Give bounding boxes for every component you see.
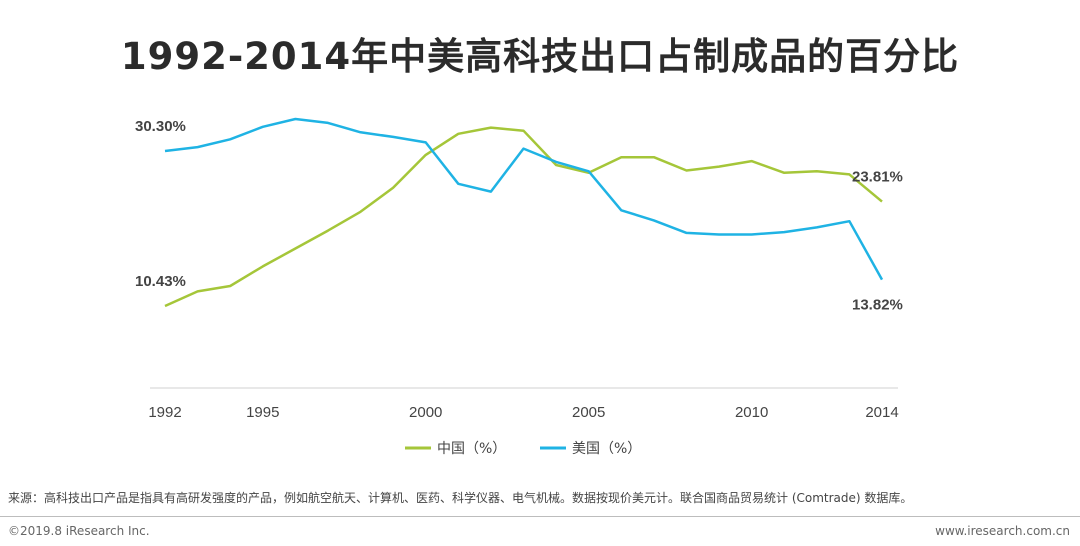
x-tick-label: 2005 xyxy=(572,404,605,421)
copyright-text: ©2019.8 iResearch Inc. xyxy=(8,524,150,538)
series-line-0 xyxy=(164,126,883,308)
footer-divider xyxy=(0,516,1080,517)
source-note: 来源：高科技出口产品是指具有高研发强度的产品，例如航空航天、计算机、医药、科学仪… xyxy=(8,491,913,505)
chart-title: 1992-2014年中美高科技出口占制成品的百分比 xyxy=(120,35,960,78)
x-tick-label: 1995 xyxy=(246,404,279,421)
x-tick-label: 2014 xyxy=(865,404,898,421)
website-link[interactable]: www.iresearch.com.cn xyxy=(935,524,1070,538)
series-start-label-0: 10.43% xyxy=(135,273,186,290)
series-start-label-1: 30.30% xyxy=(135,118,186,135)
legend-label-0: 中国（%） xyxy=(437,441,506,457)
line-chart: 10.43% 23.81% 30.30% 13.82% 1992 1995 2000 200… xyxy=(135,117,903,457)
series-line-1 xyxy=(164,117,884,281)
legend-label-1: 美国（%） xyxy=(572,441,641,457)
series-end-label-0: 23.81% xyxy=(852,169,903,186)
x-tick-label: 1992 xyxy=(148,404,181,421)
x-tick-label: 2000 xyxy=(409,404,442,421)
series-end-label-1: 13.82% xyxy=(852,297,903,314)
x-tick-label: 2010 xyxy=(735,404,768,421)
